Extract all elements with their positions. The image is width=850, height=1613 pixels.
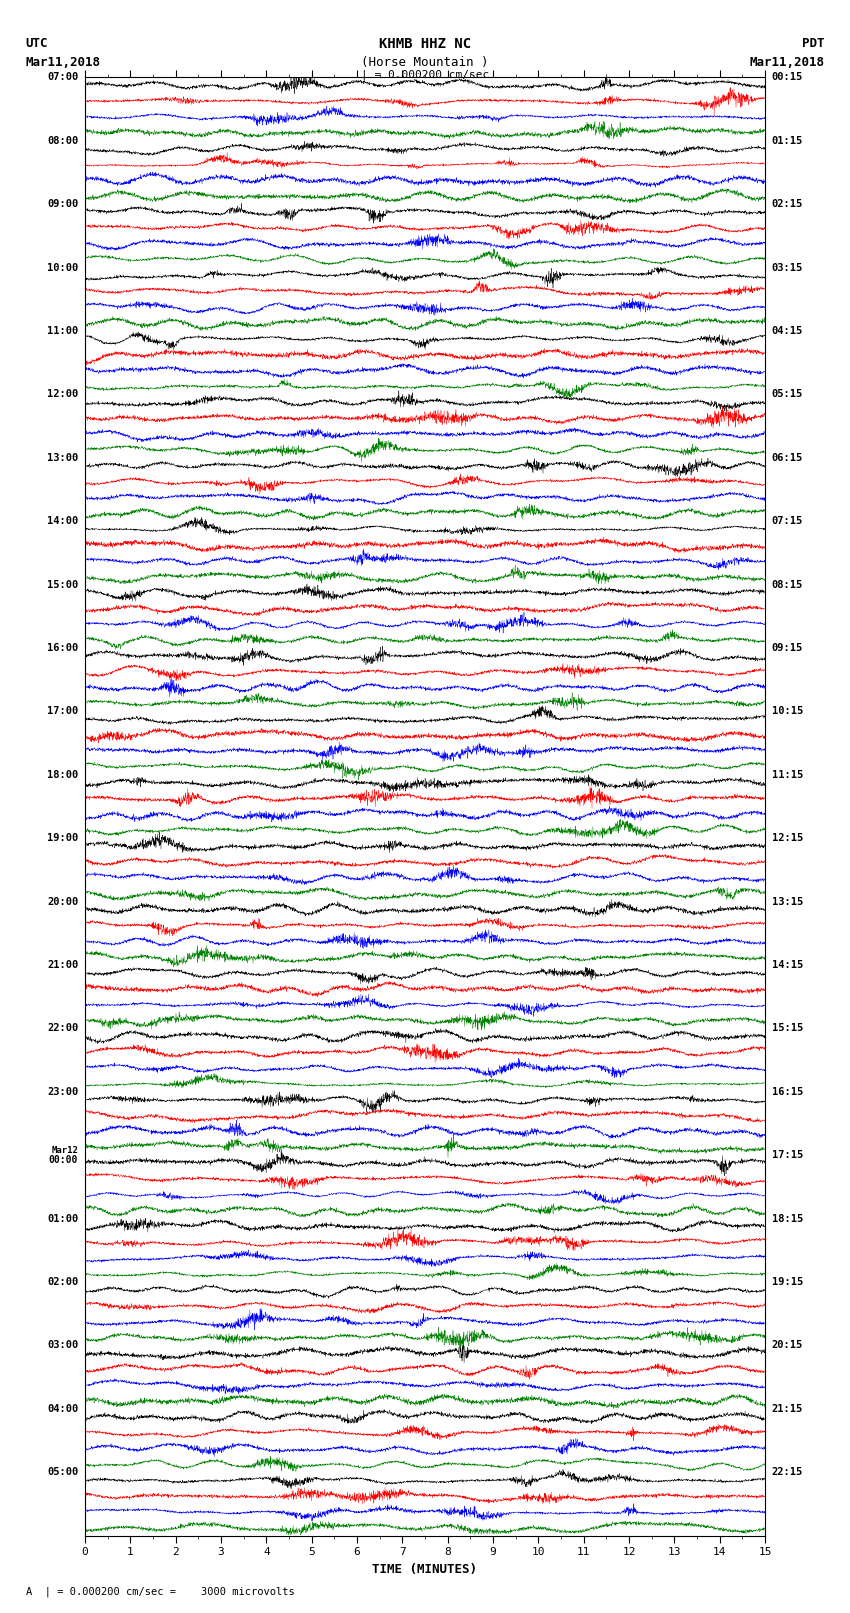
Text: 10:00: 10:00 [47,263,78,273]
Text: 00:15: 00:15 [772,73,803,82]
Text: 18:00: 18:00 [47,769,78,779]
Text: KHMB HHZ NC: KHMB HHZ NC [379,37,471,52]
Text: | = 0.000200 cm/sec: | = 0.000200 cm/sec [361,69,489,81]
Text: 10:15: 10:15 [772,706,803,716]
Text: 13:00: 13:00 [47,453,78,463]
Text: 12:00: 12:00 [47,389,78,400]
Text: 11:15: 11:15 [772,769,803,779]
Text: 14:15: 14:15 [772,960,803,969]
Text: Mar11,2018: Mar11,2018 [26,56,100,69]
Text: 01:00: 01:00 [47,1213,78,1224]
Text: Mar12: Mar12 [51,1147,78,1155]
Text: 16:15: 16:15 [772,1087,803,1097]
Text: 13:15: 13:15 [772,897,803,907]
Text: 09:00: 09:00 [47,200,78,210]
Text: 21:00: 21:00 [47,960,78,969]
Text: 21:15: 21:15 [772,1403,803,1413]
Text: 08:00: 08:00 [47,135,78,145]
Text: 17:15: 17:15 [772,1150,803,1160]
Text: 22:15: 22:15 [772,1468,803,1478]
Text: 07:00: 07:00 [47,73,78,82]
Text: 19:00: 19:00 [47,834,78,844]
Text: 15:00: 15:00 [47,579,78,590]
Text: 19:15: 19:15 [772,1277,803,1287]
Text: 20:15: 20:15 [772,1340,803,1350]
Text: 08:15: 08:15 [772,579,803,590]
Text: 15:15: 15:15 [772,1023,803,1034]
Text: 04:00: 04:00 [47,1403,78,1413]
Text: 00:00: 00:00 [48,1155,78,1165]
Text: 06:15: 06:15 [772,453,803,463]
Text: 23:00: 23:00 [47,1087,78,1097]
Text: (Horse Mountain ): (Horse Mountain ) [361,56,489,69]
Text: 18:15: 18:15 [772,1213,803,1224]
Text: 14:00: 14:00 [47,516,78,526]
Text: 01:15: 01:15 [772,135,803,145]
Text: 20:00: 20:00 [47,897,78,907]
Text: 11:00: 11:00 [47,326,78,336]
Text: 12:15: 12:15 [772,834,803,844]
Text: 03:00: 03:00 [47,1340,78,1350]
Text: 09:15: 09:15 [772,644,803,653]
Text: Mar11,2018: Mar11,2018 [750,56,824,69]
Text: UTC: UTC [26,37,48,50]
Text: 04:15: 04:15 [772,326,803,336]
Text: A  | = 0.000200 cm/sec =    3000 microvolts: A | = 0.000200 cm/sec = 3000 microvolts [26,1586,294,1597]
Text: 02:15: 02:15 [772,200,803,210]
Text: 22:00: 22:00 [47,1023,78,1034]
X-axis label: TIME (MINUTES): TIME (MINUTES) [372,1563,478,1576]
Text: PDT: PDT [802,37,824,50]
Text: 17:00: 17:00 [47,706,78,716]
Text: 16:00: 16:00 [47,644,78,653]
Text: 03:15: 03:15 [772,263,803,273]
Text: 05:00: 05:00 [47,1468,78,1478]
Text: 05:15: 05:15 [772,389,803,400]
Text: 07:15: 07:15 [772,516,803,526]
Text: 02:00: 02:00 [47,1277,78,1287]
